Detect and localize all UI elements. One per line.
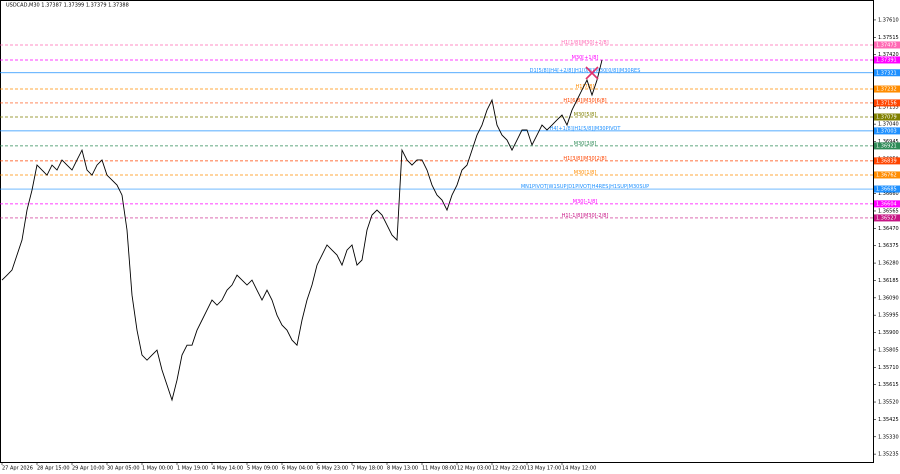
y-tick-label: 1.37135 (878, 104, 899, 110)
x-tick-label: 1 May 00:00 (142, 466, 173, 472)
chart-title: USDCAD,M30 1.37387 1.37399 1.37379 1.373… (6, 3, 129, 9)
level-price-box (874, 85, 900, 93)
level-price: 1.37156 (876, 100, 897, 106)
y-tick-label: 1.35425 (878, 417, 899, 423)
price-line (1, 59, 603, 402)
level-price: 1.37473 (876, 42, 897, 48)
y-tick-label: 1.37515 (878, 35, 899, 41)
y-tick-label: 1.35615 (878, 382, 899, 388)
level-label: H4[+1/8]|H1[5/8]|M30PIVOT (550, 126, 622, 132)
level-price: 1.37321 (876, 70, 897, 76)
level-label: M30[+1/8] (572, 55, 599, 61)
level-price-box (874, 171, 900, 179)
level-price-box (874, 214, 900, 222)
x-tick-label: 6 May 04:00 (282, 466, 313, 472)
y-tick-label: 1.36090 (878, 295, 899, 301)
x-tick-label: 6 May 23:00 (317, 466, 348, 472)
level-label: M30[5/8] (574, 112, 597, 118)
level-price: 1.36839 (876, 158, 897, 164)
y-tick-label: 1.35330 (878, 434, 899, 440)
x-tick-label: 4 May 14:00 (212, 466, 243, 472)
x-tick-label: 27 Apr 2026 (2, 466, 33, 472)
x-tick-label: 7 May 18:00 (352, 466, 383, 472)
y-tick-label: 1.36565 (878, 208, 899, 214)
level-price-box (874, 142, 900, 150)
level-label: M30[1/8] (574, 170, 597, 176)
y-tick-label: 1.35805 (878, 347, 899, 353)
level-price: 1.36527 (876, 215, 897, 221)
y-tick-label: 1.36375 (878, 243, 899, 249)
x-tick-label: 12 May 22:00 (492, 466, 526, 472)
level-price-box (874, 56, 900, 64)
y-tick-label: 1.36470 (878, 226, 899, 232)
x-tick-label: 29 Apr 10:00 (72, 466, 105, 472)
signal-marker (585, 66, 599, 80)
level-price: 1.37391 (876, 57, 897, 63)
x-tick-label: 30 Apr 05:00 (107, 466, 140, 472)
x-tick-label: 5 May 09:00 (247, 466, 278, 472)
y-tick-label: 1.37420 (878, 52, 899, 58)
y-tick-label: 1.36280 (878, 261, 899, 267)
level-label: H1[-1/8]|M30[-2/8] (562, 213, 609, 219)
level-price: 1.36604 (876, 201, 897, 207)
plot-frame (0, 0, 874, 463)
y-tick-label: 1.35995 (878, 313, 899, 319)
level-price-box (874, 113, 900, 121)
level-price: 1.37003 (876, 128, 897, 134)
level-price-box (874, 99, 900, 107)
level-price-box (874, 185, 900, 193)
level-price-box (874, 69, 900, 77)
y-tick-label: 1.37610 (878, 17, 899, 23)
x-tick-label: 8 May 13:00 (387, 466, 418, 472)
y-tick-label: 1.37040 (878, 122, 899, 128)
level-price: 1.36921 (876, 143, 897, 149)
level-price-box (874, 127, 900, 135)
level-price-box (874, 200, 900, 208)
y-tick-label: 1.35235 (878, 452, 899, 458)
level-price: 1.37079 (876, 115, 897, 121)
level-price-box (874, 41, 900, 49)
level-price: 1.36762 (876, 172, 897, 178)
level-label: D1[5/8]|H4[+2/8]|H1[0/8]|M30[0/8]|M30RES (530, 68, 641, 74)
level-label: H1[6/8]|M30[6/8] (563, 98, 606, 104)
y-tick-label: 1.36660 (878, 191, 899, 197)
y-tick-label: 1.35710 (878, 365, 899, 371)
x-tick-label: 1 May 19:00 (177, 466, 208, 472)
y-tick-label: 1.36945 (878, 139, 899, 145)
level-price: 1.36685 (876, 187, 897, 193)
x-tick-label: 28 Apr 15:00 (37, 466, 70, 472)
y-tick-label: 1.35520 (878, 400, 899, 406)
x-tick-label: 12 May 03:00 (457, 466, 491, 472)
x-tick-label: 13 May 17:00 (527, 466, 561, 472)
level-label: M30[-1/8] (573, 199, 597, 205)
level-price: 1.37232 (876, 87, 897, 93)
x-tick-label: 14 May 12:00 (562, 466, 596, 472)
level-price-box (874, 157, 900, 165)
level-label: MN1PIVOT|W1SUP|D1PIVOT|H4RES|H1SUP|M30SU… (521, 184, 649, 190)
y-tick-label: 1.36185 (878, 278, 899, 284)
level-label: H1[1/8]|M30[+2/8] (561, 40, 608, 46)
level-label: H1[7/8] (576, 84, 595, 90)
level-label: M30[3/8] (574, 141, 597, 147)
x-tick-label: 11 May 08:00 (422, 466, 456, 472)
y-tick-label: 1.35900 (878, 330, 899, 336)
level-label: H1[3/8]|M30[2/8] (563, 156, 606, 162)
